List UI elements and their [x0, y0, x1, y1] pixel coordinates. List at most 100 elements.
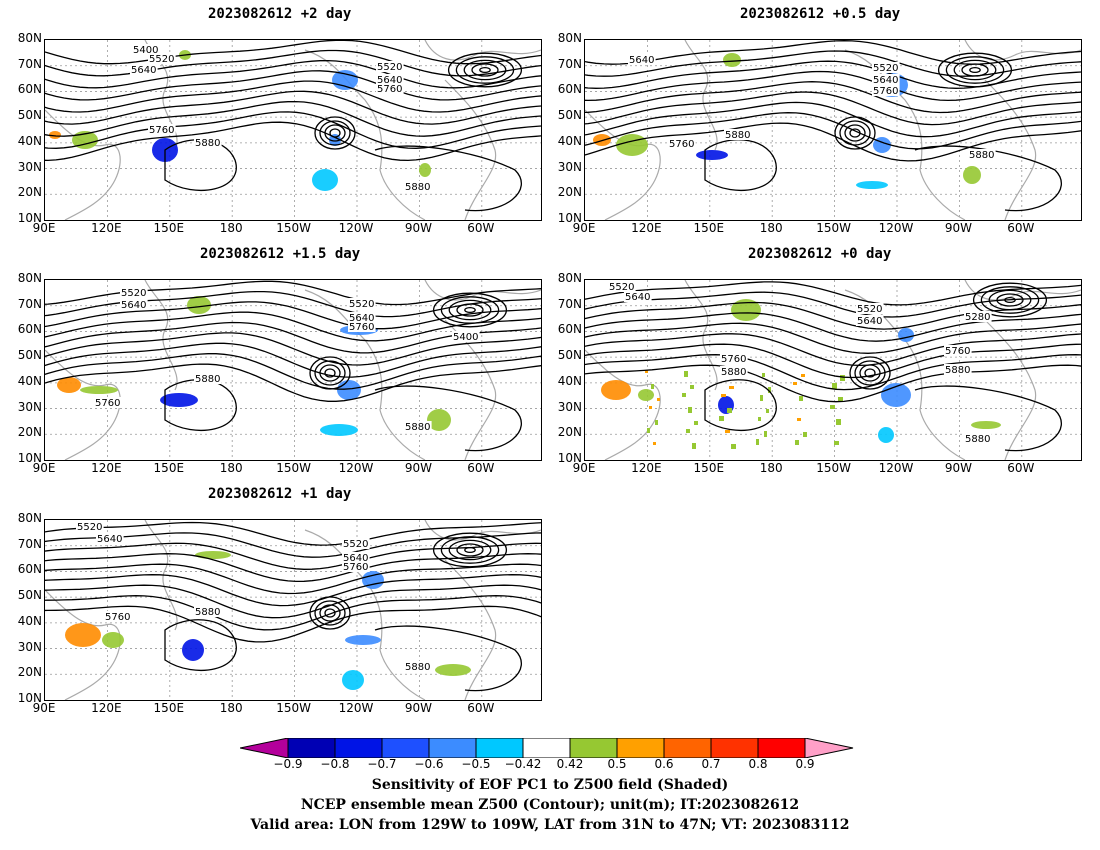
coastline-asia	[585, 109, 661, 220]
colorbar-tick-label: 0.9	[795, 757, 815, 771]
lon-tick-label: 90E	[32, 221, 56, 235]
lat-tick-label: 20N	[17, 425, 42, 440]
contour-label: 5640	[624, 291, 652, 303]
lon-tick-label: 180	[219, 701, 243, 715]
z500-contour	[585, 91, 1081, 126]
contour-label-text: 5760	[669, 139, 694, 150]
cutoff-low-contour	[854, 360, 886, 386]
colorbar-swatch	[710, 738, 759, 758]
coastline-na-west	[304, 289, 426, 460]
contour-label-text: 5880	[965, 434, 990, 445]
contour-label: 5640	[856, 315, 884, 327]
shade-blob	[160, 393, 198, 407]
contour-label: 5760	[148, 124, 176, 136]
closed-low-contour	[432, 292, 508, 328]
z500-contour	[45, 521, 541, 546]
shade-blob	[638, 389, 654, 401]
closed-low-contour	[448, 539, 492, 561]
shade-blob	[856, 181, 888, 189]
lon-tick-label: 60W	[1007, 461, 1035, 475]
closed-low-contour	[969, 66, 981, 74]
lon-tick-label: 150W	[276, 701, 311, 715]
z500-contour	[585, 60, 1081, 89]
shade-blob	[427, 409, 451, 431]
shade-speckle	[682, 393, 686, 397]
lat-tick-label: 60N	[17, 562, 42, 577]
lat-tick-label: 10N	[17, 691, 42, 705]
cutoff-low-contour	[324, 368, 336, 378]
lon-tick-label: 90E	[572, 221, 596, 235]
lon-tick-label: 120W	[338, 461, 374, 475]
contour-label-text: 5760	[105, 612, 130, 623]
cutoff-low-contour	[314, 600, 346, 626]
shade-blob	[731, 299, 761, 321]
shade-speckle	[684, 371, 688, 377]
z5880-contour	[374, 625, 522, 692]
colorbar-swatch	[428, 738, 477, 758]
shade-blob	[723, 53, 741, 67]
cutoff-low-contour	[329, 128, 341, 138]
caption-line-3: Valid area: LON from 129W to 109W, LAT f…	[250, 817, 850, 833]
contour-label: 5520	[376, 61, 404, 73]
contour-label: 5520	[76, 521, 104, 533]
lat-tick-label: 30N	[557, 399, 582, 414]
contour-label-text: 5520	[77, 522, 102, 533]
contour-label-text: 5640	[857, 316, 882, 327]
cutoff-low-contour	[324, 124, 346, 142]
contour-label-text: 5640	[97, 534, 122, 545]
z500-contour	[585, 312, 1081, 342]
lat-tick-label: 20N	[17, 665, 42, 680]
closed-low-contour	[988, 289, 1032, 311]
z5880-contour	[914, 385, 1062, 452]
coastline-na-east	[984, 319, 1037, 460]
shade-speckle	[725, 430, 730, 433]
lat-tick-label: 50N	[17, 348, 42, 363]
coastline-asia-east	[684, 280, 718, 391]
lat-tick-label: 60N	[17, 322, 42, 337]
coastline-na-west	[304, 529, 426, 700]
z500-contour	[585, 291, 1081, 318]
contour-label: 5760	[94, 397, 122, 409]
closed-low-contour	[937, 52, 1013, 88]
shade-speckle	[840, 375, 845, 381]
coastline-arctic	[424, 40, 541, 61]
closed-low-contour	[945, 56, 1005, 84]
cutoff-low-contour	[834, 116, 876, 150]
shade-blob	[342, 670, 364, 690]
shade-blob	[195, 551, 231, 559]
closed-low-contour	[464, 306, 476, 314]
lat-tick-label: 10N	[17, 451, 42, 465]
contour-label-text: 5520	[121, 288, 146, 299]
z500-contour	[45, 59, 541, 89]
lat-tick-label: 50N	[557, 108, 582, 123]
closed-low-contour	[456, 543, 484, 557]
contour-label-text: 5520	[349, 299, 374, 310]
colorbar-tick-label: 0.7	[701, 757, 721, 771]
shade-blob	[337, 380, 361, 400]
contour-label: 5640	[348, 312, 376, 324]
lon-tick-label: 150W	[276, 461, 311, 475]
lat-tick-label: 30N	[17, 159, 42, 174]
cutoff-low-contour	[309, 356, 351, 390]
cutoff-low-contour	[849, 356, 891, 390]
map-panel-p3: 5520 5640 5520 5640 5760 5400 5880 5760 5880	[44, 279, 542, 461]
contour-label-text: 5520	[377, 62, 402, 73]
z500-contour	[45, 301, 541, 330]
contour-label-text: 5520	[149, 54, 174, 65]
z500-contour	[585, 112, 1081, 150]
colorbar-tick-label: −0.8	[320, 757, 350, 771]
contours	[45, 280, 541, 452]
lon-tick-label: 150E	[153, 701, 185, 715]
contour-label: 5400	[452, 331, 480, 343]
z500-contour	[585, 354, 1081, 391]
colorbar-tick-label: −0.7	[367, 757, 397, 771]
contour-label-text: 5400	[453, 332, 478, 343]
contour-label: 5880	[724, 129, 752, 141]
contour-label-text: 5640	[625, 292, 650, 303]
shade-speckle	[836, 419, 841, 425]
lon-tick-label: 60W	[1007, 221, 1035, 235]
shade-blob	[419, 163, 431, 177]
shade-speckle	[721, 394, 726, 397]
z500-contour	[585, 50, 1081, 77]
